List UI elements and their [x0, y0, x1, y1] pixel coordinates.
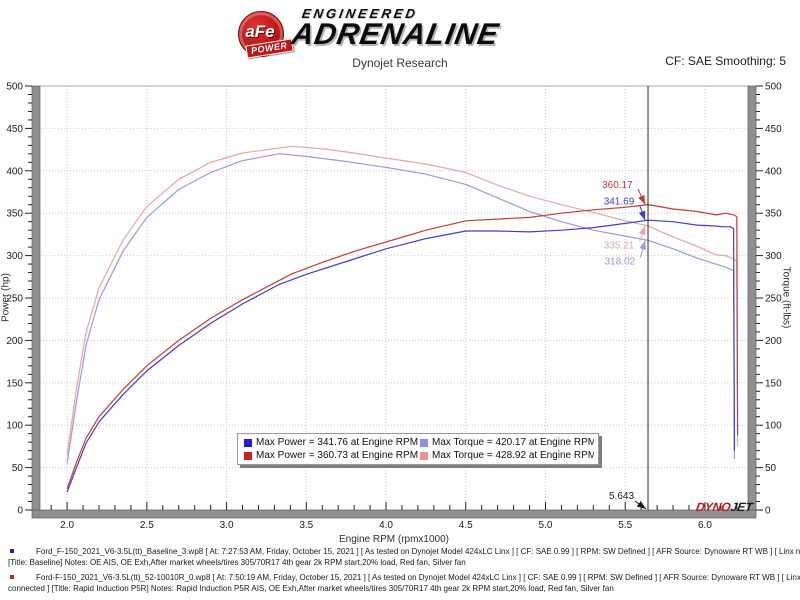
y-tick-label-left: 50	[12, 463, 24, 474]
dynojet-logo: DYNOJET	[695, 500, 754, 514]
x-tick-label: 3.5	[299, 520, 313, 531]
cursor-annotation-341.69: 341.69	[604, 196, 635, 207]
run-info-line: Ford-F-150_2021_V6-3.5L(tt)_52-10010R_0.…	[36, 573, 800, 582]
dynojet-logo-dyno: DYNO	[695, 500, 732, 514]
y-tick-label-right: 250	[765, 294, 782, 305]
y-tick-label-right: 200	[765, 336, 782, 347]
y-tick-label-right: 350	[765, 209, 782, 220]
legend-label: Max Power = 360.73 at Engine RPM = 5.65	[256, 450, 418, 461]
x-tick-label: 4.5	[459, 520, 473, 531]
y-tick-label-left: 250	[6, 294, 23, 305]
left-axis-bar	[31, 85, 41, 511]
right-axis-title: Torque (ft-lbs)	[780, 266, 792, 329]
x-tick-label: 4.0	[379, 520, 393, 531]
afe-power-logo: aFe POWER	[238, 11, 294, 61]
y-tick-label-left: 200	[6, 336, 23, 347]
curve-torque-rapid-induction	[66, 145, 739, 455]
y-tick-label-right: 100	[765, 421, 782, 432]
legend-item-max-torque-baseline: Max Torque = 420.17 at Engine RPM = 3.33	[418, 436, 594, 449]
cursor-annotation-335.21: 335.21	[604, 240, 635, 251]
curve-power-baseline	[66, 219, 736, 493]
x-axis-title: Engine RPM (rpmx1000)	[338, 534, 450, 545]
x-tick-label: 5.0	[539, 520, 553, 531]
run-info-line: [Title: Baseline] Notes: OE AIS, OE Exh,…	[8, 558, 466, 567]
y-tick-label-left: 0	[17, 506, 23, 517]
x-tick-label: 2.0	[60, 520, 74, 531]
cursor-annotation-360.17: 360.17	[602, 180, 633, 191]
x-tick-label: 3.0	[220, 520, 234, 531]
curve-torque-baseline	[66, 153, 736, 464]
y-tick-label-left: 100	[6, 421, 23, 432]
y-tick-label-left: 350	[6, 209, 23, 220]
legend-swatch-power-baseline	[244, 438, 252, 447]
legend-swatch-torque-rapid-induction	[420, 451, 428, 460]
run-info-line: Ford_F-150_2021_V6-3.5L(tt)_Baseline_3.w…	[36, 547, 800, 556]
legend-item-max-torque-rapid-induction: Max Torque = 428.92 at Engine RPM = 3.41	[418, 449, 594, 462]
legend-swatch-torque-baseline	[420, 438, 428, 447]
legend-label: Max Torque = 420.17 at Engine RPM = 3.33	[432, 437, 594, 448]
cursor-rpm-label: 5.643	[609, 491, 634, 502]
x-tick-label: 2.5	[140, 520, 154, 531]
y-tick-label-left: 400	[6, 166, 23, 177]
run-bullet-baseline	[10, 549, 14, 553]
y-tick-label-right: 0	[765, 506, 771, 517]
run-bullet-rapid-induction	[10, 575, 14, 579]
y-tick-label-right: 400	[765, 166, 782, 177]
legend-item-max-power-rapid-induction: Max Power = 360.73 at Engine RPM = 5.65	[242, 449, 418, 462]
dyno-chart: 0 0 50 50 100 100 150 150 200 200 250 250 300 300 350 3…	[6, 82, 782, 532]
y-tick-label-right: 300	[765, 251, 782, 262]
cursor-annotation-318.02: 318.02	[604, 257, 635, 268]
right-axis-bar	[747, 85, 757, 511]
smoothing-setting: CF: SAE Smoothing: 5	[665, 54, 786, 68]
y-tick-label-left: 150	[6, 378, 23, 389]
report-title: Dynojet Research	[352, 56, 448, 70]
x-tick-label: 5.5	[618, 520, 632, 531]
curve-power-rapid-induction	[66, 204, 739, 490]
y-tick-label-left: 450	[6, 124, 23, 135]
legend-box: Max Power = 341.76 at Engine RPM = 5.61 …	[237, 433, 599, 465]
afe-logo-text: aFe	[245, 22, 275, 41]
x-tick-label: 6.0	[698, 520, 712, 531]
legend-label: Max Power = 341.76 at Engine RPM = 5.61	[256, 437, 418, 448]
bottom-axis-bar	[31, 509, 757, 519]
run-info-baseline: Ford_F-150_2021_V6-3.5L(tt)_Baseline_3.w…	[0, 546, 800, 568]
left-axis-title: Power (hp)	[0, 273, 12, 322]
y-tick-label-right: 50	[765, 463, 777, 474]
y-tick-label-right: 150	[765, 378, 782, 389]
y-tick-label-left: 300	[6, 251, 23, 262]
y-tick-label-right: 450	[765, 124, 782, 135]
dynojet-logo-jet: JET	[729, 500, 754, 514]
legend-label: Max Torque = 428.92 at Engine RPM = 3.41	[432, 450, 594, 461]
legend-swatch-power-rapid-induction	[244, 451, 252, 460]
run-info-rapid-induction: Ford-F-150_2021_V6-3.5L(tt)_52-10010R_0.…	[0, 572, 800, 594]
legend-item-max-power-baseline: Max Power = 341.76 at Engine RPM = 5.61	[242, 436, 418, 449]
y-tick-label-left: 500	[6, 82, 23, 93]
y-tick-label-right: 500	[765, 82, 782, 93]
run-info-line: connected ] [Title: Rapid Induction P5R]…	[8, 584, 614, 593]
